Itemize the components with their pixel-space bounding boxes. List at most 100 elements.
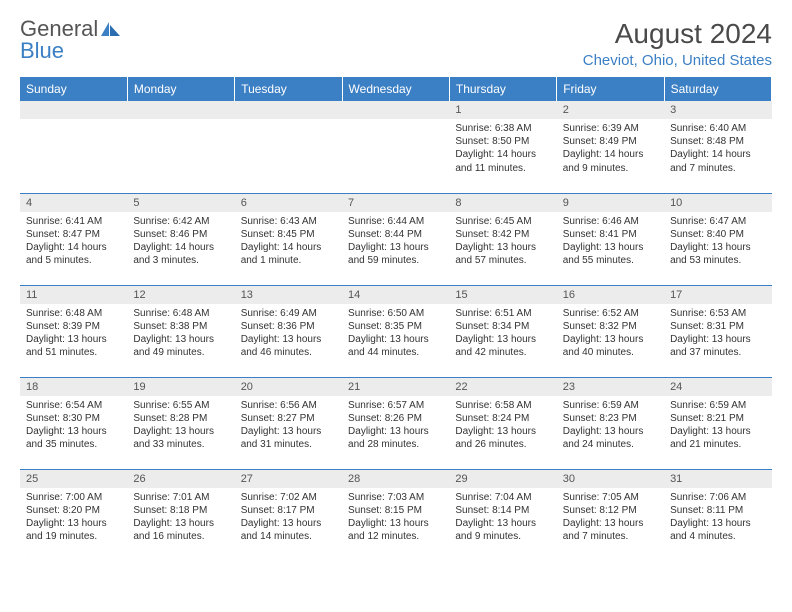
day-number: 23	[557, 378, 664, 396]
day-sunset: Sunset: 8:23 PM	[563, 412, 659, 425]
day-daylight: Daylight: 13 hours and 31 minutes.	[241, 425, 337, 451]
day-header: Wednesday	[342, 77, 449, 101]
day-number: 3	[664, 101, 771, 119]
day-header-row: Sunday Monday Tuesday Wednesday Thursday…	[20, 77, 772, 101]
day-content: Sunrise: 6:52 AMSunset: 8:32 PMDaylight:…	[557, 304, 664, 363]
day-daylight: Daylight: 13 hours and 37 minutes.	[670, 333, 766, 359]
day-sunset: Sunset: 8:20 PM	[26, 504, 122, 517]
day-cell	[342, 101, 449, 193]
day-sunrise: Sunrise: 7:03 AM	[348, 491, 444, 504]
day-cell: 19Sunrise: 6:55 AMSunset: 8:28 PMDayligh…	[127, 377, 234, 469]
day-content: Sunrise: 6:54 AMSunset: 8:30 PMDaylight:…	[20, 396, 127, 455]
day-cell: 22Sunrise: 6:58 AMSunset: 8:24 PMDayligh…	[449, 377, 556, 469]
day-sunset: Sunset: 8:35 PM	[348, 320, 444, 333]
day-cell: 25Sunrise: 7:00 AMSunset: 8:20 PMDayligh…	[20, 469, 127, 561]
day-sunrise: Sunrise: 6:48 AM	[133, 307, 229, 320]
day-daylight: Daylight: 14 hours and 7 minutes.	[670, 148, 766, 174]
day-daylight: Daylight: 13 hours and 19 minutes.	[26, 517, 122, 543]
day-number: 9	[557, 194, 664, 212]
day-content: Sunrise: 7:03 AMSunset: 8:15 PMDaylight:…	[342, 488, 449, 547]
day-sunrise: Sunrise: 6:42 AM	[133, 215, 229, 228]
day-sunset: Sunset: 8:15 PM	[348, 504, 444, 517]
day-cell: 8Sunrise: 6:45 AMSunset: 8:42 PMDaylight…	[449, 193, 556, 285]
day-content: Sunrise: 6:46 AMSunset: 8:41 PMDaylight:…	[557, 212, 664, 271]
day-cell: 31Sunrise: 7:06 AMSunset: 8:11 PMDayligh…	[664, 469, 771, 561]
day-number: 12	[127, 286, 234, 304]
day-number: 31	[664, 470, 771, 488]
day-sunset: Sunset: 8:38 PM	[133, 320, 229, 333]
day-sunset: Sunset: 8:31 PM	[670, 320, 766, 333]
day-daylight: Daylight: 13 hours and 53 minutes.	[670, 241, 766, 267]
day-content	[127, 119, 234, 125]
day-sunset: Sunset: 8:21 PM	[670, 412, 766, 425]
day-number	[20, 101, 127, 119]
day-content: Sunrise: 6:51 AMSunset: 8:34 PMDaylight:…	[449, 304, 556, 363]
week-row: 11Sunrise: 6:48 AMSunset: 8:39 PMDayligh…	[20, 285, 772, 377]
day-sunset: Sunset: 8:26 PM	[348, 412, 444, 425]
day-sunrise: Sunrise: 6:46 AM	[563, 215, 659, 228]
day-content: Sunrise: 6:41 AMSunset: 8:47 PMDaylight:…	[20, 212, 127, 271]
day-number: 2	[557, 101, 664, 119]
day-content	[235, 119, 342, 125]
day-number: 13	[235, 286, 342, 304]
day-header: Thursday	[449, 77, 556, 101]
day-number	[127, 101, 234, 119]
day-sunrise: Sunrise: 6:44 AM	[348, 215, 444, 228]
day-sunrise: Sunrise: 6:48 AM	[26, 307, 122, 320]
day-sunset: Sunset: 8:30 PM	[26, 412, 122, 425]
day-content: Sunrise: 6:38 AMSunset: 8:50 PMDaylight:…	[449, 119, 556, 178]
day-content: Sunrise: 6:57 AMSunset: 8:26 PMDaylight:…	[342, 396, 449, 455]
day-content: Sunrise: 6:40 AMSunset: 8:48 PMDaylight:…	[664, 119, 771, 178]
day-sunset: Sunset: 8:39 PM	[26, 320, 122, 333]
day-daylight: Daylight: 13 hours and 33 minutes.	[133, 425, 229, 451]
day-number: 5	[127, 194, 234, 212]
day-content: Sunrise: 6:48 AMSunset: 8:39 PMDaylight:…	[20, 304, 127, 363]
day-sunrise: Sunrise: 6:47 AM	[670, 215, 766, 228]
day-cell: 4Sunrise: 6:41 AMSunset: 8:47 PMDaylight…	[20, 193, 127, 285]
calendar-page: GeneralBlue August 2024 Cheviot, Ohio, U…	[0, 0, 792, 571]
day-content: Sunrise: 7:05 AMSunset: 8:12 PMDaylight:…	[557, 488, 664, 547]
day-cell: 11Sunrise: 6:48 AMSunset: 8:39 PMDayligh…	[20, 285, 127, 377]
day-sunset: Sunset: 8:46 PM	[133, 228, 229, 241]
day-number: 10	[664, 194, 771, 212]
day-sunrise: Sunrise: 6:45 AM	[455, 215, 551, 228]
day-sunrise: Sunrise: 6:39 AM	[563, 122, 659, 135]
day-daylight: Daylight: 13 hours and 44 minutes.	[348, 333, 444, 359]
day-cell: 20Sunrise: 6:56 AMSunset: 8:27 PMDayligh…	[235, 377, 342, 469]
day-sunrise: Sunrise: 6:53 AM	[670, 307, 766, 320]
day-cell: 28Sunrise: 7:03 AMSunset: 8:15 PMDayligh…	[342, 469, 449, 561]
day-sunrise: Sunrise: 6:59 AM	[563, 399, 659, 412]
day-content: Sunrise: 6:48 AMSunset: 8:38 PMDaylight:…	[127, 304, 234, 363]
day-cell: 1Sunrise: 6:38 AMSunset: 8:50 PMDaylight…	[449, 101, 556, 193]
day-sunset: Sunset: 8:41 PM	[563, 228, 659, 241]
day-sunrise: Sunrise: 6:40 AM	[670, 122, 766, 135]
day-sunrise: Sunrise: 7:00 AM	[26, 491, 122, 504]
day-sunset: Sunset: 8:42 PM	[455, 228, 551, 241]
day-number: 28	[342, 470, 449, 488]
day-content: Sunrise: 6:49 AMSunset: 8:36 PMDaylight:…	[235, 304, 342, 363]
day-daylight: Daylight: 14 hours and 5 minutes.	[26, 241, 122, 267]
day-number: 19	[127, 378, 234, 396]
day-cell: 16Sunrise: 6:52 AMSunset: 8:32 PMDayligh…	[557, 285, 664, 377]
week-row: 1Sunrise: 6:38 AMSunset: 8:50 PMDaylight…	[20, 101, 772, 193]
day-cell: 26Sunrise: 7:01 AMSunset: 8:18 PMDayligh…	[127, 469, 234, 561]
day-header: Monday	[127, 77, 234, 101]
month-title: August 2024	[583, 18, 772, 50]
day-sunrise: Sunrise: 6:41 AM	[26, 215, 122, 228]
location: Cheviot, Ohio, United States	[583, 52, 772, 69]
day-daylight: Daylight: 13 hours and 59 minutes.	[348, 241, 444, 267]
day-number: 29	[449, 470, 556, 488]
day-content: Sunrise: 6:43 AMSunset: 8:45 PMDaylight:…	[235, 212, 342, 271]
day-daylight: Daylight: 13 hours and 14 minutes.	[241, 517, 337, 543]
day-cell: 14Sunrise: 6:50 AMSunset: 8:35 PMDayligh…	[342, 285, 449, 377]
day-number: 16	[557, 286, 664, 304]
day-content: Sunrise: 6:44 AMSunset: 8:44 PMDaylight:…	[342, 212, 449, 271]
day-cell: 6Sunrise: 6:43 AMSunset: 8:45 PMDaylight…	[235, 193, 342, 285]
day-sunset: Sunset: 8:14 PM	[455, 504, 551, 517]
day-daylight: Daylight: 13 hours and 4 minutes.	[670, 517, 766, 543]
day-sunrise: Sunrise: 6:58 AM	[455, 399, 551, 412]
day-sunrise: Sunrise: 6:56 AM	[241, 399, 337, 412]
day-sunset: Sunset: 8:50 PM	[455, 135, 551, 148]
day-header: Sunday	[20, 77, 127, 101]
day-number	[235, 101, 342, 119]
